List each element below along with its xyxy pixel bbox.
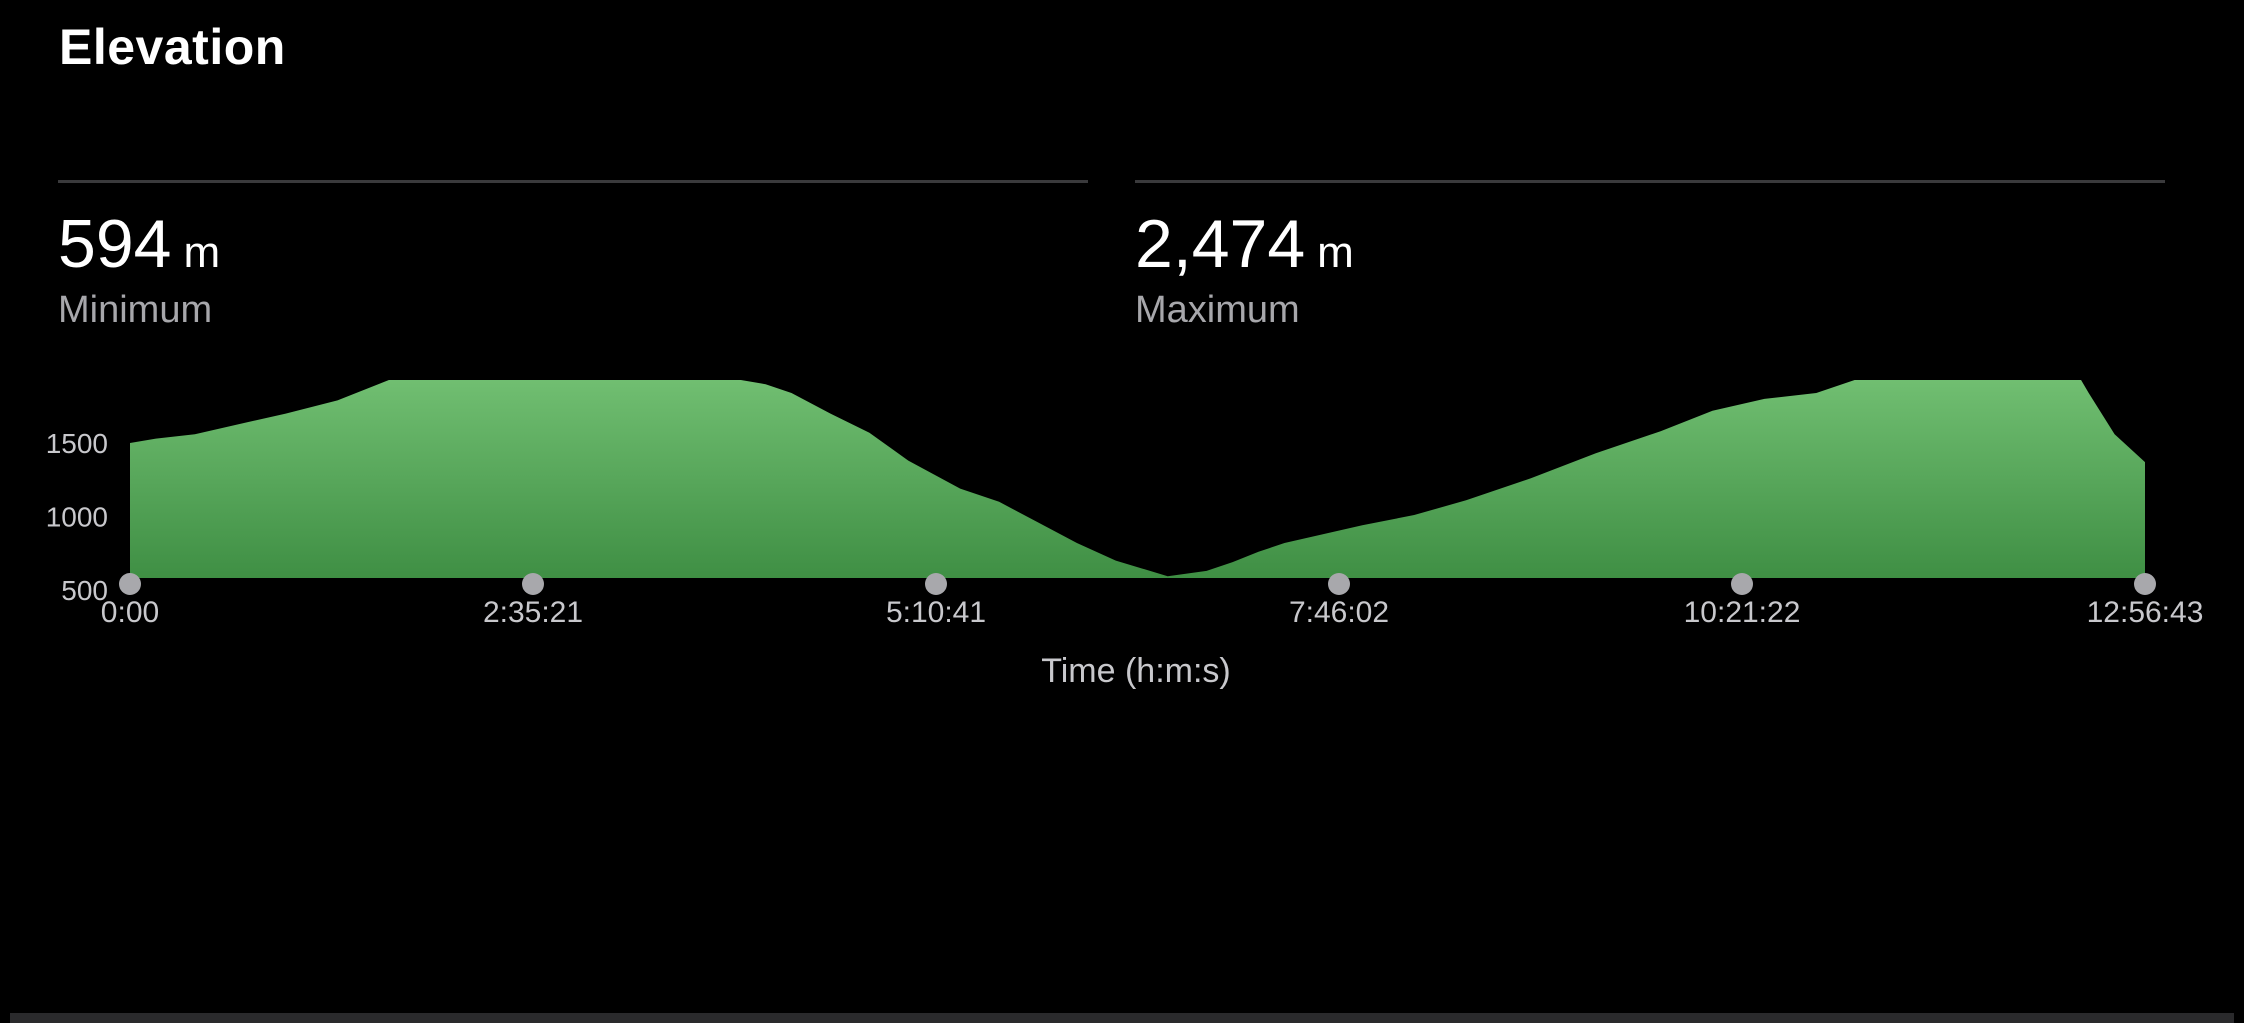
x-tick-label: 5:10:41 (886, 596, 986, 629)
elevation-area[interactable] (130, 380, 2145, 578)
x-tick-marker (1731, 573, 1753, 595)
x-tick-marker (2134, 573, 2156, 595)
maximum-unit: m (1317, 228, 1354, 278)
bottom-scroll-bar (10, 1013, 2234, 1023)
x-tick-label: 0:00 (101, 596, 159, 629)
page-title: Elevation (59, 18, 286, 76)
x-tick-marker (1328, 573, 1350, 595)
x-tick-label: 7:46:02 (1289, 596, 1389, 629)
x-tick-marker (119, 573, 141, 595)
stat-divider (1135, 180, 2165, 183)
maximum-value: 2,474 (1135, 205, 1305, 283)
stat-divider (58, 180, 1088, 183)
minimum-value: 594 (58, 205, 171, 283)
minimum-unit: m (183, 228, 220, 278)
minimum-stat: 594 m Minimum (58, 180, 1088, 332)
maximum-stat: 2,474 m Maximum (1135, 180, 2165, 332)
elevation-chart[interactable]: 2500200015001000500 0:002:35:215:10:417:… (0, 380, 2244, 1000)
x-tick-marker (925, 573, 947, 595)
y-tick-label: 1500 (46, 428, 108, 459)
x-tick-marker (522, 573, 544, 595)
maximum-label: Maximum (1135, 289, 2165, 332)
x-axis-label: Time (h:m:s) (1041, 652, 1231, 690)
minimum-label: Minimum (58, 289, 1088, 332)
x-tick-label: 12:56:43 (2087, 596, 2204, 629)
y-tick-label: 1000 (46, 502, 108, 533)
x-tick-label: 10:21:22 (1684, 596, 1801, 629)
x-tick-label: 2:35:21 (483, 596, 583, 629)
x-axis-ticks: 0:00 2:35:21 5:10:41 7:46:02 10:21:22 12:56:4… (101, 596, 2204, 629)
y-axis-ticks: 2500200015001000500 (46, 380, 108, 606)
y-tick-label: 2000 (46, 380, 108, 386)
